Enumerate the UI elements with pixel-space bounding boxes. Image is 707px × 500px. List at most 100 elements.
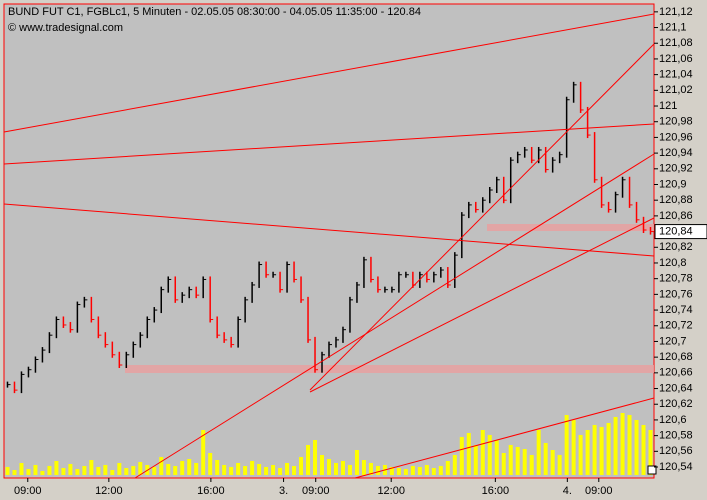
volume-bar <box>159 457 164 475</box>
volume-bar <box>459 437 464 475</box>
y-tick-label: 120,96 <box>659 131 693 143</box>
volume-bar <box>522 449 527 475</box>
volume-bar <box>299 457 304 475</box>
y-tick-label: 121,1 <box>659 21 687 33</box>
volume-bar <box>564 415 569 475</box>
last-price-label: 120,84 <box>659 225 693 237</box>
volume-bar <box>61 468 66 475</box>
volume-bar <box>557 455 562 475</box>
volume-bar <box>271 465 276 475</box>
volume-bar <box>243 466 248 475</box>
volume-bar <box>166 464 171 475</box>
y-tick-label: 120,66 <box>659 367 693 379</box>
x-tick-label: 16:00 <box>482 485 510 497</box>
volume-bar <box>75 469 80 475</box>
trend-lines <box>3 13 655 479</box>
volume-bar <box>229 467 234 475</box>
volume-bar <box>592 425 597 475</box>
volume-bar <box>515 447 520 475</box>
volume-bar <box>68 464 73 475</box>
trend-line <box>3 203 655 257</box>
support-zone <box>487 224 654 231</box>
volume-bar <box>641 425 646 475</box>
volume-bar <box>264 467 269 475</box>
volume-bar <box>613 417 618 475</box>
volume-bar <box>12 470 17 475</box>
volume-bar <box>417 467 422 475</box>
trend-line <box>309 217 655 393</box>
volume-bar <box>368 463 373 475</box>
last-price-box <box>654 224 707 240</box>
y-tick-label: 120,6 <box>659 414 687 426</box>
volume-bar <box>208 453 213 475</box>
volume-bar <box>250 461 255 475</box>
volume-bar <box>347 465 352 475</box>
volume-bar <box>320 455 325 475</box>
volume-bar <box>620 413 625 475</box>
y-tick-label: 120,72 <box>659 320 693 332</box>
volume-bar <box>5 467 10 475</box>
volume-bar <box>173 466 178 475</box>
volume-bar <box>215 460 220 475</box>
chart-title: BUND FUT C1, FGBLc1, 5 Minuten - 02.05.0… <box>8 6 421 18</box>
volume-bar <box>187 459 192 475</box>
volume-bar <box>543 443 548 475</box>
volume-bar <box>131 466 136 475</box>
y-tick-label: 121,02 <box>659 84 693 96</box>
volume-bar <box>599 427 604 475</box>
x-tick-label: 16:00 <box>197 485 225 497</box>
volume-bar <box>410 466 415 475</box>
volume-bar <box>403 469 408 475</box>
volume-bar <box>124 468 129 475</box>
y-tick-label: 120,92 <box>659 163 693 175</box>
volume-bar <box>96 467 101 475</box>
volume-bar <box>40 471 45 475</box>
y-tick-label: 121 <box>659 100 677 112</box>
volume-bar <box>606 423 611 475</box>
price-layer <box>6 81 654 394</box>
volume-bar <box>361 460 366 475</box>
trend-line <box>309 43 655 391</box>
x-tick-label: 4. <box>563 485 572 497</box>
volume-bar <box>424 465 429 475</box>
volume-bar <box>222 465 227 475</box>
volume-bar <box>33 465 38 475</box>
plot-area <box>3 3 655 479</box>
support-zones <box>125 224 654 373</box>
resize-grip[interactable] <box>647 465 657 475</box>
volume-bar <box>508 445 513 475</box>
volume-bar <box>578 435 583 475</box>
x-tick-label: 09:00 <box>302 485 330 497</box>
volume-bar <box>26 469 31 475</box>
volume-bar <box>306 445 311 475</box>
y-tick-label: 120,74 <box>659 304 693 316</box>
volume-bar <box>278 468 283 475</box>
volume-bar <box>340 461 345 475</box>
volume-bar <box>445 461 450 475</box>
volume-bar <box>257 464 262 475</box>
y-tick-label: 121,06 <box>659 53 693 65</box>
trend-line <box>3 123 655 165</box>
volume-bar <box>19 463 24 475</box>
volume-bar <box>201 430 206 475</box>
volume-bar <box>354 450 359 475</box>
y-tick-label: 120,82 <box>659 241 693 253</box>
y-tick-label: 120,9 <box>659 178 687 190</box>
volume-bar <box>117 463 122 475</box>
y-tick-label: 120,64 <box>659 382 693 394</box>
y-tick-label: 120,62 <box>659 398 693 410</box>
x-tick-label: 3. <box>279 485 288 497</box>
y-tick-label: 121,12 <box>659 6 693 18</box>
volume-bar <box>550 450 555 475</box>
y-tick-label: 120,76 <box>659 288 693 300</box>
y-tick-label: 120,68 <box>659 351 693 363</box>
volume-bar <box>480 430 485 475</box>
volume-bar <box>634 420 639 475</box>
y-tick-label: 121,08 <box>659 37 693 49</box>
chart-subtitle: © www.tradesignal.com <box>8 22 123 34</box>
volume-bar <box>529 455 534 475</box>
volume-bar <box>627 415 632 475</box>
volume-bar <box>54 461 59 475</box>
y-tick-label: 120,54 <box>659 461 693 473</box>
volume-bar <box>473 445 478 475</box>
